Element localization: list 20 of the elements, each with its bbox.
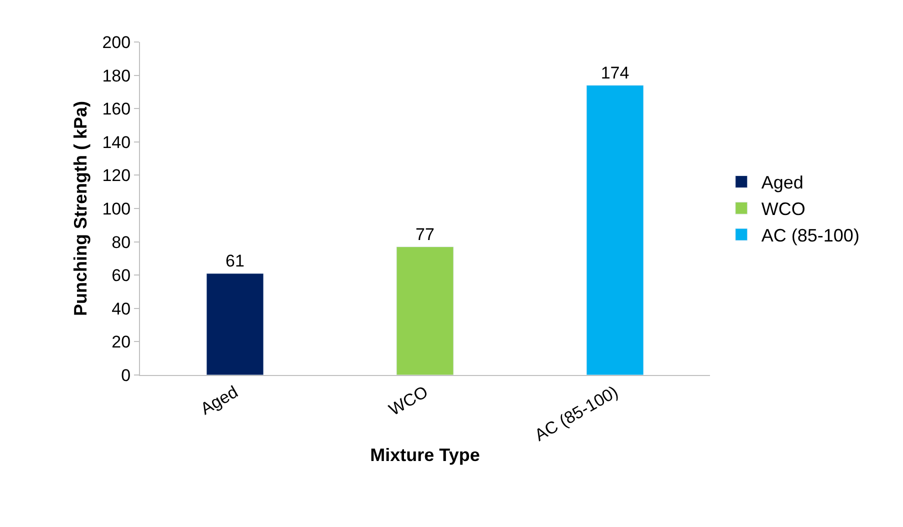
legend-label: Aged <box>761 172 804 193</box>
y-tick-label: 20 <box>112 332 131 352</box>
y-tick-label: 0 <box>121 366 131 385</box>
y-axis-title: Punching Strength ( kPa) <box>70 100 90 316</box>
x-axis-title: Mixture Type <box>370 445 480 466</box>
data-label: 61 <box>226 251 244 270</box>
data-label: 77 <box>416 224 434 244</box>
x-tick-label: WCO <box>386 382 432 420</box>
y-tick-label: 180 <box>102 66 131 86</box>
legend-label: AC (85-100) <box>761 226 860 246</box>
y-tick-label: 120 <box>102 166 131 186</box>
data-label: 174 <box>600 63 630 82</box>
y-tick-label: 40 <box>112 299 131 318</box>
y-tick-label: 80 <box>112 232 131 252</box>
y-tick-label: 60 <box>112 266 131 286</box>
y-tick-label: 140 <box>102 132 131 152</box>
y-tick-label: 160 <box>102 100 131 119</box>
y-tick-label: 100 <box>102 199 131 218</box>
legend-label: WCO <box>761 199 806 220</box>
y-tick-label: 200 <box>102 32 131 52</box>
